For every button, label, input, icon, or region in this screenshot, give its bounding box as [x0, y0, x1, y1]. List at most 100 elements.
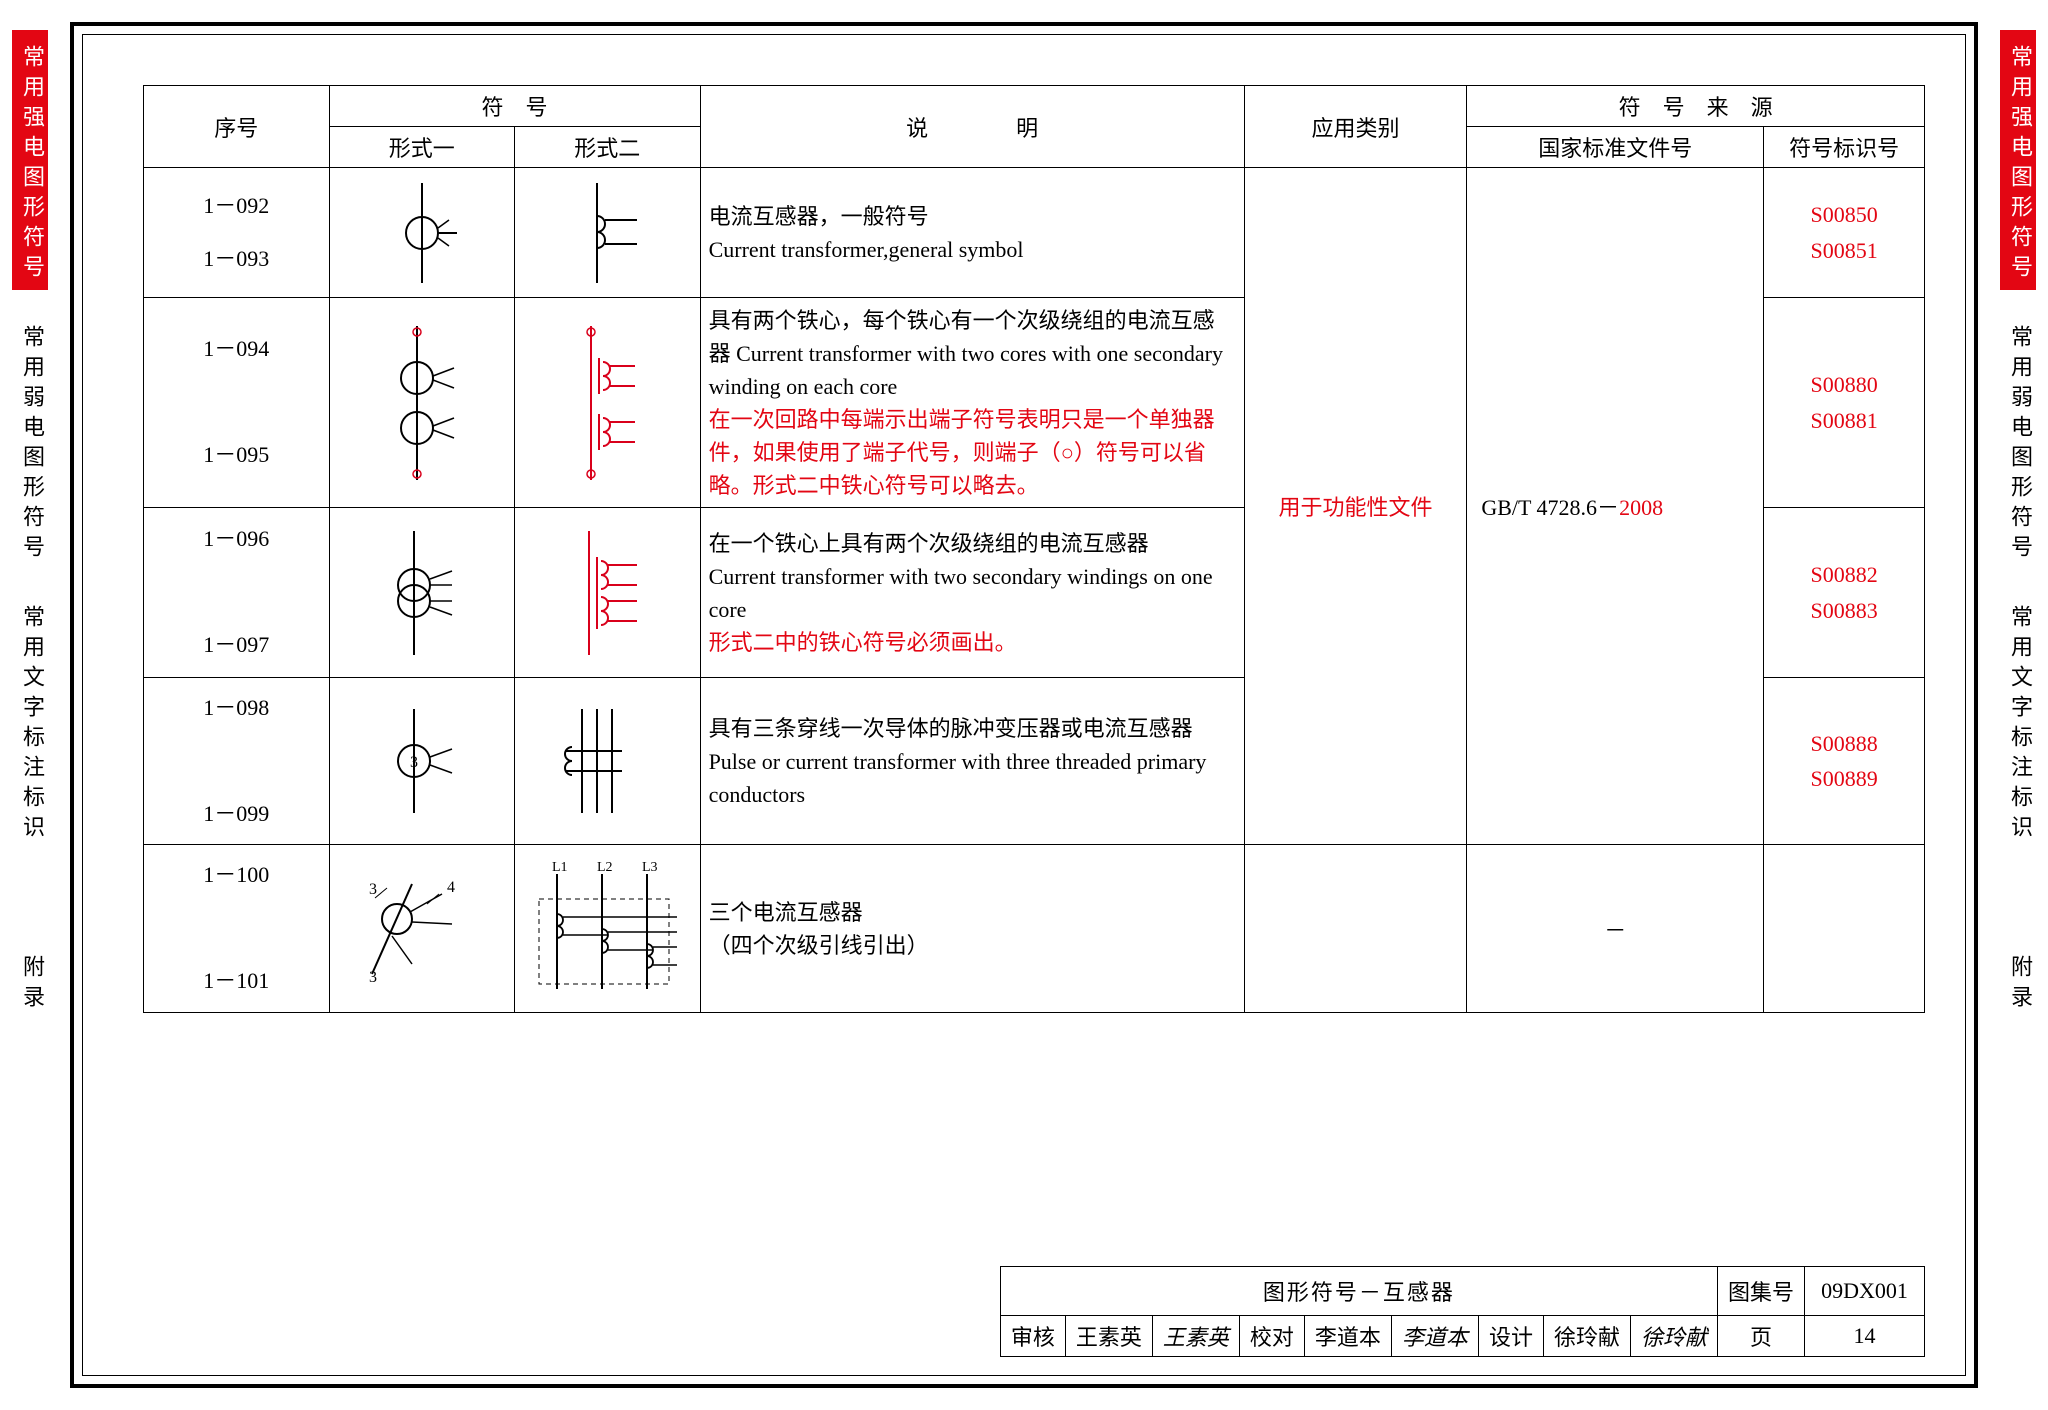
main-content: 序号 符 号 说 明 应用类别 符 号 来 源 形式一 形式二 国家标准文件号 …	[143, 85, 1925, 1013]
seq-1: 1－100	[203, 862, 269, 887]
desc-cell: 三个电流互感器 （四个次级引线引出）	[700, 845, 1244, 1012]
desc-note2: 形式二中的铁心符号必须画出。	[709, 630, 1017, 655]
th-app: 应用类别	[1244, 86, 1467, 168]
side-tab-appendix: 附录	[12, 920, 48, 1040]
th-form2: 形式二	[515, 127, 701, 168]
svg-text:3: 3	[369, 881, 377, 898]
id-cell: S00880 S00881	[1764, 298, 1925, 508]
id2: S00881	[1810, 408, 1877, 433]
symbol-form2	[515, 168, 701, 298]
th-desc: 说 明	[700, 86, 1244, 168]
id1: S00888	[1810, 731, 1877, 756]
three-ct-form2-icon: L1 L2 L3	[527, 859, 687, 999]
side-tab-weak-elec-r: 常用弱电图形符号	[2000, 310, 2036, 570]
seq-1: 1－094	[203, 336, 269, 361]
app-category: 用于功能性文件	[1244, 168, 1467, 845]
desc-en: Current transformer with two secondary w…	[709, 564, 1213, 622]
desc-cell: 电流互感器，一般符号 Current transformer,general s…	[700, 168, 1244, 298]
seq-2: 1－101	[203, 968, 269, 993]
symbol-form1	[329, 508, 515, 678]
std-file: GB/T 4728.6－2008	[1467, 168, 1764, 845]
pulse-ct-form1-icon: 3	[372, 701, 472, 821]
desc-cell: 具有两个铁心，每个铁心有一个次级绕组的电流互感器 Current transfo…	[700, 298, 1244, 508]
review-sig: 王素英	[1152, 1316, 1239, 1357]
drawing-title: 图形符号－互感器	[1000, 1267, 1717, 1316]
side-tab-strong-elec: 常用强电图形符号	[12, 30, 48, 290]
th-seq: 序号	[144, 86, 330, 168]
desc-note: 在一次回路中每端示出端子符号表明只是一个单独器件，如果使用了端子代号，则端子（○…	[709, 407, 1215, 498]
page-value: 14	[1805, 1316, 1925, 1357]
set-value: 09DX001	[1805, 1267, 1925, 1316]
symbol-form2	[515, 508, 701, 678]
check-label: 校对	[1239, 1316, 1304, 1357]
symbol-form1: 3 4 3	[329, 845, 515, 1012]
id-cell: S00888 S00889	[1764, 678, 1925, 845]
th-std-file: 国家标准文件号	[1467, 127, 1764, 168]
seq-cell: 1－092 1－093	[144, 168, 330, 298]
symbol-table: 序号 符 号 说 明 应用类别 符 号 来 源 形式一 形式二 国家标准文件号 …	[143, 85, 1925, 1013]
seq-cell: 1－098 1－099	[144, 678, 330, 845]
seq-cell: 1－094 1－095	[144, 298, 330, 508]
ct-two-wind-form1-icon	[372, 523, 472, 663]
ct-general-form2-icon	[562, 178, 652, 288]
id1: S00880	[1810, 372, 1877, 397]
desc-en: Pulse or current transformer with three …	[709, 749, 1207, 807]
svg-text:L3: L3	[642, 860, 658, 875]
svg-text:4: 4	[447, 879, 455, 896]
set-label: 图集号	[1717, 1267, 1804, 1316]
th-source: 符 号 来 源	[1467, 86, 1925, 127]
three-ct-form1-icon: 3 4 3	[357, 864, 487, 994]
seq-1: 1－098	[203, 695, 269, 720]
symbol-form1	[329, 168, 515, 298]
ct-general-form1-icon	[377, 178, 467, 288]
svg-text:3: 3	[410, 754, 418, 771]
std-file-override: －	[1467, 845, 1764, 1012]
review-name: 王素英	[1065, 1316, 1152, 1357]
design-sig: 徐玲献	[1630, 1316, 1717, 1357]
symbol-form2: L1 L2 L3	[515, 845, 701, 1012]
id2: S00851	[1810, 238, 1877, 263]
desc-cn: 在一个铁心上具有两个次级绕组的电流互感器	[709, 531, 1149, 556]
ct-two-wind-form2-icon	[557, 523, 657, 663]
page-label: 页	[1717, 1316, 1804, 1357]
seq-cell: 1－100 1－101	[144, 845, 330, 1012]
svg-text:3: 3	[369, 969, 377, 986]
svg-text:L1: L1	[552, 860, 568, 875]
symbol-form2	[515, 678, 701, 845]
side-tab-appendix-r: 附录	[2000, 920, 2036, 1040]
desc-cn: 具有两个铁心，每个铁心有一个次级绕组的电流互感器 Current transfo…	[709, 308, 1223, 399]
std-year: 2008	[1619, 495, 1663, 520]
symbol-form2	[515, 298, 701, 508]
th-symbol: 符 号	[329, 86, 700, 127]
side-tab-text-annot-r: 常用文字标注标识	[2000, 590, 2036, 850]
desc-cn: 三个电流互感器	[709, 900, 863, 925]
seq-2: 1－095	[203, 442, 269, 467]
th-form1: 形式一	[329, 127, 515, 168]
svg-text:L2: L2	[597, 860, 613, 875]
symbol-form1: 3	[329, 678, 515, 845]
check-name: 李道本	[1304, 1316, 1391, 1357]
side-tab-strong-elec-r: 常用强电图形符号	[2000, 30, 2036, 290]
std-prefix: GB/T 4728.6－	[1481, 495, 1619, 520]
seq-cell: 1－096 1－097	[144, 508, 330, 678]
id1: S00882	[1810, 562, 1877, 587]
side-tab-weak-elec: 常用弱电图形符号	[12, 310, 48, 570]
design-name: 徐玲献	[1543, 1316, 1630, 1357]
desc-en: Current transformer,general symbol	[709, 237, 1024, 262]
desc-cell: 在一个铁心上具有两个次级绕组的电流互感器 Current transformer…	[700, 508, 1244, 678]
seq-2: 1－097	[203, 632, 269, 657]
seq-2: 1－099	[203, 801, 269, 826]
id2: S00889	[1810, 766, 1877, 791]
th-sym-id: 符号标识号	[1764, 127, 1925, 168]
desc-en: （四个次级引线引出）	[709, 933, 929, 958]
title-block: 图形符号－互感器 图集号 09DX001 审核 王素英 王素英 校对 李道本 李…	[1000, 1266, 1925, 1357]
desc-cell: 具有三条穿线一次导体的脉冲变压器或电流互感器 Pulse or current …	[700, 678, 1244, 845]
ct-two-core-form2-icon	[557, 318, 657, 488]
review-label: 审核	[1000, 1316, 1065, 1357]
id-cell: S00882 S00883	[1764, 508, 1925, 678]
page-inner-frame: 序号 符 号 说 明 应用类别 符 号 来 源 形式一 形式二 国家标准文件号 …	[82, 34, 1966, 1376]
pulse-ct-form2-icon	[552, 701, 662, 821]
id-cell: S00850 S00851	[1764, 168, 1925, 298]
check-sig: 李道本	[1391, 1316, 1478, 1357]
app-empty	[1244, 845, 1467, 1012]
